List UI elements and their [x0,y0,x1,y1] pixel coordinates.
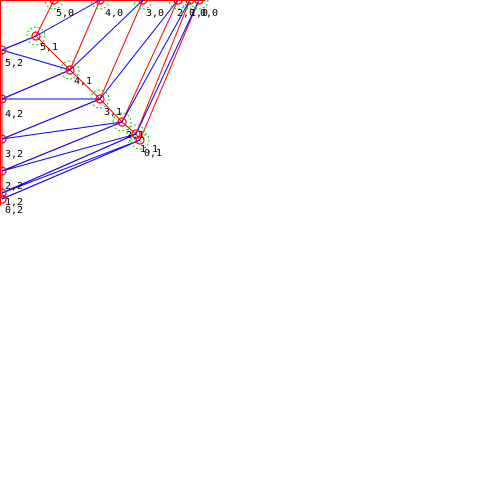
vertex-label-2-0: 2,0 [177,8,195,19]
blue-edge-5-2-to-5-1 [1,35,37,51]
vertex-label-5-2: 5,2 [5,58,23,69]
vertex-label-layer: 5,0 4,0 3,0 2,01,00,0 5,1 4,1 3,1 2,1 1,10,1 5,2 4… [5,8,218,216]
vertex-label-4-0: 4,0 [105,8,123,19]
blue-edge-2-1-to-1-0 [121,0,191,123]
vertex-ring-5-1 [31,31,41,41]
red-edge-2-0-to-2-1 [121,0,179,123]
blue-edge-1-1-to-0-0 [135,0,200,135]
blue-edge-1-2-to-1-1 [1,133,137,194]
highlight-ring-0-1 [130,130,150,150]
blue-edge-2-2-to-1-1 [1,133,137,172]
vertex-label-0-0: 0,0 [200,8,218,19]
vertex-ring-2-0 [173,0,183,5]
vertex-label-2-1: 2,1 [126,130,144,141]
red-edge-2-1-to-1-1 [121,121,137,135]
vertex-label-4-1: 4,1 [74,76,92,87]
blue-edge-2-2-to-2-1 [1,121,123,172]
blue-edge-3-2-to-3-1 [1,98,101,140]
vertex-ring-4-1 [65,65,75,75]
vertex-ring-0-1 [135,135,145,145]
red-edge-3-0-to-3-1 [99,0,144,100]
red-edge-0-0-to-0-1 [139,0,200,141]
blue-edge-4-1-to-3-0 [69,0,144,71]
highlight-ring-layer [26,0,209,150]
red-edge-4-1-to-3-1 [69,69,101,100]
vertex-ring-1-0 [185,0,195,5]
vertex-ring-4-0 [95,0,105,5]
highlight-ring-3-1 [90,89,110,109]
blue-edge-5-2-to-4-1 [1,49,71,71]
vertex-label-0-2: 0,2 [5,205,23,216]
vertex-label-3-0: 3,0 [146,8,164,19]
blue-edge-layer [1,0,200,200]
red-edge-4-0-to-4-1 [69,0,101,71]
highlight-ring-1-1 [126,124,146,144]
blue-edge-1-2-to-0-1 [1,139,141,194]
highlight-ring-2-1 [112,112,132,132]
vertex-label-4-2: 4,2 [5,109,23,120]
vertex-label-2-2: 2,2 [5,181,23,192]
vertex-ring-0-2 [0,194,7,204]
blue-edge-4-2-to-4-1 [1,69,71,100]
vertex-label-0-1: 0,1 [144,148,162,159]
blue-edge-3-1-to-2-0 [99,0,179,100]
vertex-label-5-0: 5,0 [56,8,74,19]
vertex-ring-2-1 [117,117,127,127]
vertex-ring-3-1 [95,94,105,104]
red-edge-3-1-to-2-1 [99,98,123,123]
vertex-label-3-1: 3,1 [104,107,122,118]
vertex-ring-4-2 [0,94,7,104]
vertex-ring-5-2 [0,45,7,55]
highlight-ring-5-1 [26,26,46,46]
vertex-ring-5-0 [49,0,59,5]
red-edge-5-0-to-5-1 [35,0,55,37]
vertex-label-5-1: 5,1 [40,42,58,53]
vertex-ring-1-2 [0,188,7,198]
red-edge-5-1-to-4-1 [35,35,71,71]
blue-edge-3-2-to-2-1 [1,121,123,140]
vertex-label-1-0: 1,0 [190,8,208,19]
vertex-ring-0-0 [194,0,204,5]
vertex-label-1-1: 1,1 [140,144,158,155]
vertex-label-1-2: 1,2 [5,197,23,208]
red-edge-1-0-to-1-1 [135,0,191,135]
highlight-ring-4-1 [60,60,80,80]
vertex-ring-2-2 [0,166,7,176]
vertex-ring-3-2 [0,134,7,144]
vertex-ring-3-0 [138,0,148,5]
blue-edge-5-1-to-4-0 [35,0,101,37]
vertex-label-3-2: 3,2 [5,149,23,160]
blue-edge-0-2-to-0-1 [1,139,141,200]
vertex-ring-layer [0,0,204,204]
